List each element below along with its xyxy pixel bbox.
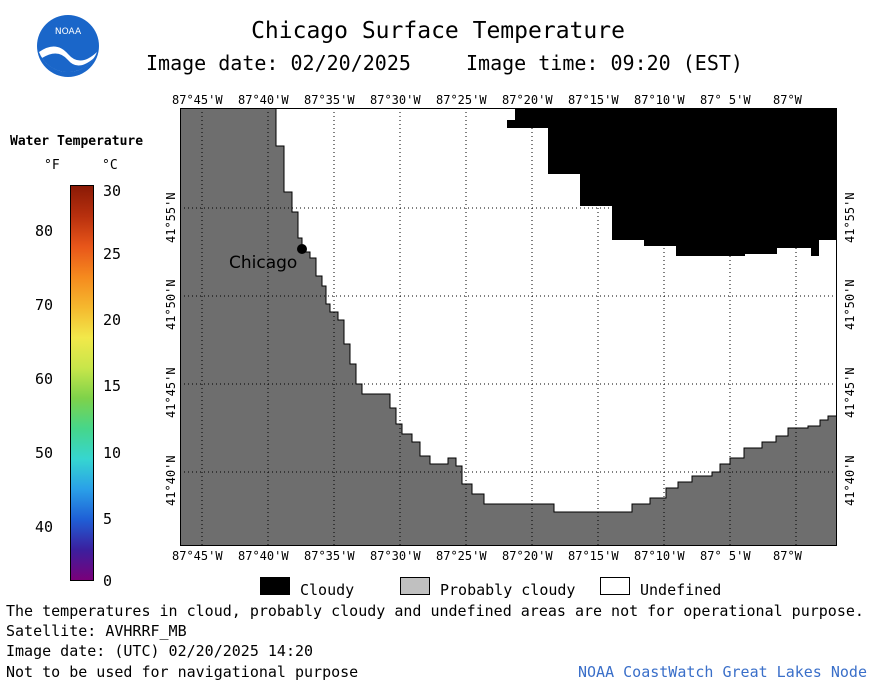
colorbar-tick-f: 80 [35, 222, 54, 240]
lon-label-top: 87°15'W [568, 93, 619, 107]
page-title: Chicago Surface Temperature [251, 18, 625, 44]
lon-label-top: 87°45'W [172, 93, 223, 107]
lon-label-bottom: 87°45'W [172, 549, 223, 563]
lon-label-top: 87°W [773, 93, 802, 107]
legend-label-undefined: Undefined [640, 581, 722, 599]
lon-label-top: 87°25'W [436, 93, 487, 107]
noaa-logo: NOAA [37, 15, 99, 77]
lon-label-bottom: 87°40'W [238, 549, 289, 563]
lon-label-bottom: 87°20'W [502, 549, 553, 563]
disclaimer-text: The temperatures in cloud, probably clou… [6, 602, 864, 620]
utc-date-text: Image date: (UTC) 02/20/2025 14:20 [6, 642, 314, 660]
image-time: Image time: 09:20 (EST) [466, 51, 743, 75]
colorbar-tick-c: 30 [103, 182, 122, 200]
colorbar-tick-c: 0 [103, 572, 113, 590]
colorbar-tick-f: 60 [35, 370, 54, 388]
lon-label-bottom: 87°15'W [568, 549, 619, 563]
cloud-area [507, 108, 837, 256]
colorbar-unit-c: °C [102, 158, 118, 173]
lat-label-left: 41°45'N [164, 367, 178, 418]
lon-label-bottom: 87°W [773, 549, 802, 563]
colorbar-tick-f: 70 [35, 296, 54, 314]
lon-label-bottom: 87° 5'W [700, 549, 751, 563]
lon-label-top: 87° 5'W [700, 93, 751, 107]
land-area [180, 108, 837, 546]
colorbar-tick-c: 20 [103, 311, 122, 329]
lon-label-bottom: 87°30'W [370, 549, 421, 563]
chicago-marker [297, 244, 307, 254]
lat-label-right: 41°45'N [843, 367, 857, 418]
colorbar-unit-f: °F [44, 158, 60, 173]
colorbar-tick-c: 5 [103, 510, 113, 528]
colorbar-tick-f: 40 [35, 518, 54, 536]
noaa-logo-text: NOAA [55, 27, 82, 37]
image-date: Image date: 02/20/2025 [146, 51, 411, 75]
legend-swatch-cloudy [260, 577, 290, 595]
lon-label-top: 87°40'W [238, 93, 289, 107]
city-label: Chicago [229, 253, 298, 273]
satellite-text: Satellite: AVHRRF_MB [6, 622, 187, 640]
map [180, 108, 837, 546]
legend-label-probably-cloudy: Probably cloudy [440, 581, 576, 599]
lat-label-left: 41°40'N [164, 455, 178, 506]
colorbar-tick-c: 15 [103, 377, 122, 395]
colorbar-tick-c: 10 [103, 444, 122, 462]
lon-label-bottom: 87°10'W [634, 549, 685, 563]
lat-label-left: 41°50'N [164, 279, 178, 330]
lat-label-right: 41°40'N [843, 455, 857, 506]
colorbar-tick-c: 25 [103, 245, 122, 263]
lat-label-right: 41°55'N [843, 192, 857, 243]
graticule [180, 108, 837, 546]
legend-swatch-undefined [600, 577, 630, 595]
lon-label-top: 87°30'W [370, 93, 421, 107]
navigation-warning: Not to be used for navigational purpose [6, 663, 359, 681]
lon-label-bottom: 87°35'W [304, 549, 355, 563]
colorbar-tick-f: 50 [35, 444, 54, 462]
lon-label-top: 87°10'W [634, 93, 685, 107]
lat-label-left: 41°55'N [164, 192, 178, 243]
colorbar-title: Water Temperature [10, 134, 144, 149]
lon-label-top: 87°35'W [304, 93, 355, 107]
noaa-node-credit: NOAA CoastWatch Great Lakes Node [578, 663, 867, 681]
lon-label-bottom: 87°25'W [436, 549, 487, 563]
lat-label-right: 41°50'N [843, 279, 857, 330]
legend-label-cloudy: Cloudy [300, 581, 355, 599]
lon-label-top: 87°20'W [502, 93, 553, 107]
colorbar [70, 185, 94, 581]
legend-swatch-probably-cloudy [400, 577, 430, 595]
